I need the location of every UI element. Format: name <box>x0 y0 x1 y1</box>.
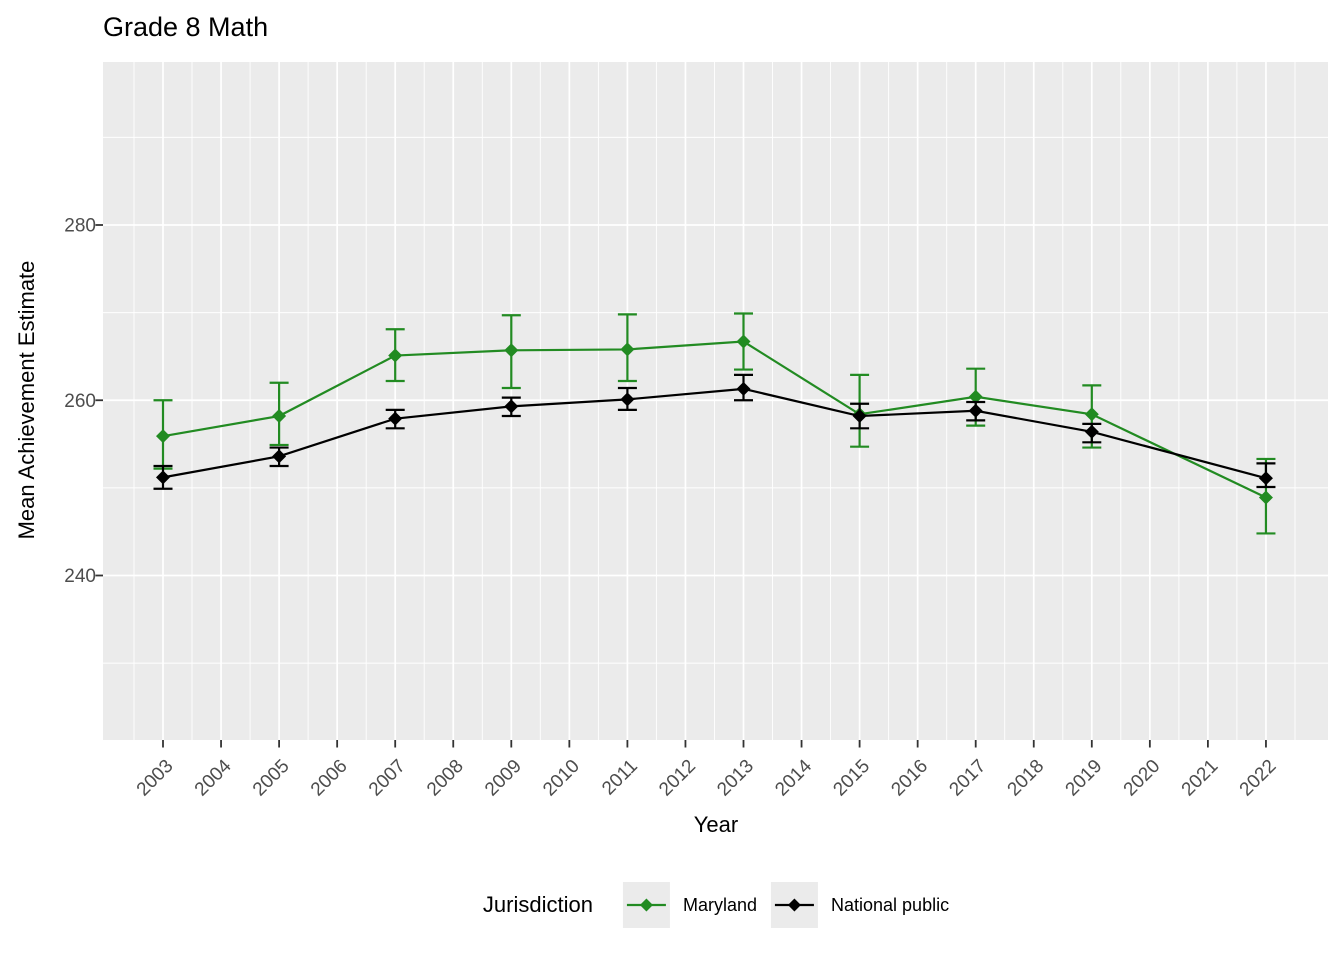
x-tick-label-2008: 2008 <box>423 756 468 801</box>
x-tick-label-2019: 2019 <box>1062 756 1107 801</box>
x-tick-label-2005: 2005 <box>249 756 294 801</box>
x-tick-label-2022: 2022 <box>1236 756 1281 801</box>
y-tick-label-260: 260 <box>64 391 96 412</box>
series-line-national-public <box>162 387 1267 480</box>
data-point-maryland-2013 <box>736 334 751 349</box>
data-point-national-public-2009 <box>504 399 519 414</box>
y-tick-label-240: 240 <box>64 566 96 587</box>
data-point-maryland-2019 <box>1084 407 1099 422</box>
data-point-maryland-2011 <box>620 342 635 357</box>
x-tick-label-2020: 2020 <box>1120 756 1165 801</box>
x-tick-label-2006: 2006 <box>307 756 352 801</box>
x-tick-label-2014: 2014 <box>771 755 816 800</box>
x-tick-label-2003: 2003 <box>133 756 178 801</box>
legend-key-glyph <box>788 898 801 912</box>
x-tick-label-2007: 2007 <box>365 756 410 801</box>
y-tick-label-280: 280 <box>64 216 96 237</box>
data-point-maryland-2022 <box>1258 490 1273 505</box>
legend-key-glyph <box>639 898 653 912</box>
data-point-maryland-2003 <box>156 429 170 444</box>
chart-title: Grade 8 Math <box>103 12 269 42</box>
data-point-national-public-2003 <box>156 470 170 485</box>
x-tick-label-2012: 2012 <box>655 756 700 801</box>
legend-title: Jurisdiction <box>482 892 593 917</box>
x-tick-label-2013: 2013 <box>713 756 758 801</box>
x-tick-label-2017: 2017 <box>945 756 990 801</box>
data-point-national-public-2005 <box>272 449 287 464</box>
x-tick-label-2015: 2015 <box>829 756 874 801</box>
legend-key-maryland-icon <box>622 882 670 928</box>
data-point-maryland-2005 <box>272 409 287 424</box>
x-tick-label-2004: 2004 <box>191 755 236 800</box>
legend: Jurisdiction Maryland National public <box>483 882 949 928</box>
legend-label-maryland: Maryland <box>682 894 757 915</box>
data-point-national-public-2007 <box>388 411 403 426</box>
data-point-national-public-2017 <box>968 403 983 418</box>
x-tick-label-2021: 2021 <box>1178 756 1223 801</box>
legend-item-national-public: National public <box>771 882 949 928</box>
x-axis-title: Year <box>693 812 739 837</box>
x-tick-label-2010: 2010 <box>539 756 584 801</box>
data-point-maryland-2009 <box>504 343 519 358</box>
plot-area: 2003 2004 2005 2006 2007 2008 2009 2010 2011 2012… <box>64 62 1328 801</box>
data-point-national-public-2013 <box>736 381 751 396</box>
legend-label-national-public: National public <box>831 894 950 915</box>
legend-item-maryland: Maryland <box>622 882 757 928</box>
data-point-national-public-2011 <box>620 392 635 407</box>
legend-key-national-public-icon <box>771 882 818 928</box>
x-tick-label-2016: 2016 <box>887 756 932 801</box>
series-line-maryland <box>162 340 1267 499</box>
data-point-national-public-2022 <box>1258 471 1273 486</box>
x-tick-label-2018: 2018 <box>1004 756 1049 801</box>
x-tick-label-2009: 2009 <box>481 756 526 801</box>
x-tick-label-2011: 2011 <box>598 756 642 800</box>
data-point-national-public-2015 <box>852 409 867 424</box>
data-point-maryland-2017 <box>968 389 983 404</box>
data-point-maryland-2007 <box>388 348 403 363</box>
data-point-national-public-2019 <box>1084 424 1099 439</box>
